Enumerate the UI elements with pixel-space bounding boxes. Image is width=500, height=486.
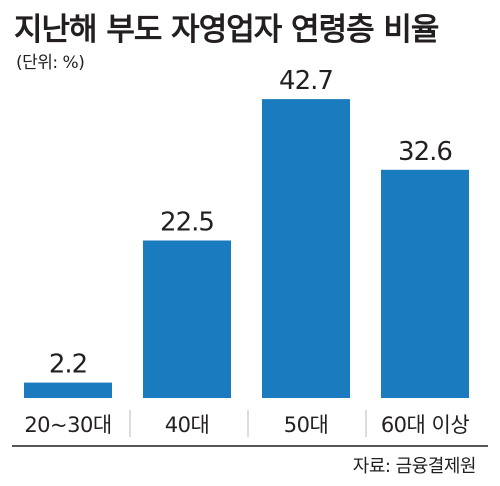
- bar: [381, 169, 469, 398]
- data-label: 2.2: [49, 350, 87, 380]
- data-label: 42.7: [279, 66, 333, 96]
- category-label: 50대: [284, 413, 329, 437]
- chart-title: 지난해 부도 자영업자 연령층 비율: [14, 12, 439, 48]
- data-label: 22.5: [160, 208, 214, 238]
- bar: [24, 382, 112, 398]
- bar: [143, 240, 231, 398]
- unit-note: (단위: %): [16, 53, 85, 73]
- data-label: 32.6: [398, 137, 452, 167]
- category-label: 20~30대: [24, 413, 111, 437]
- bar: [262, 99, 350, 398]
- category-label: 40대: [165, 413, 210, 437]
- source-note: 자료: 금융결제원: [352, 456, 477, 477]
- category-label: 60대 이상: [381, 413, 470, 437]
